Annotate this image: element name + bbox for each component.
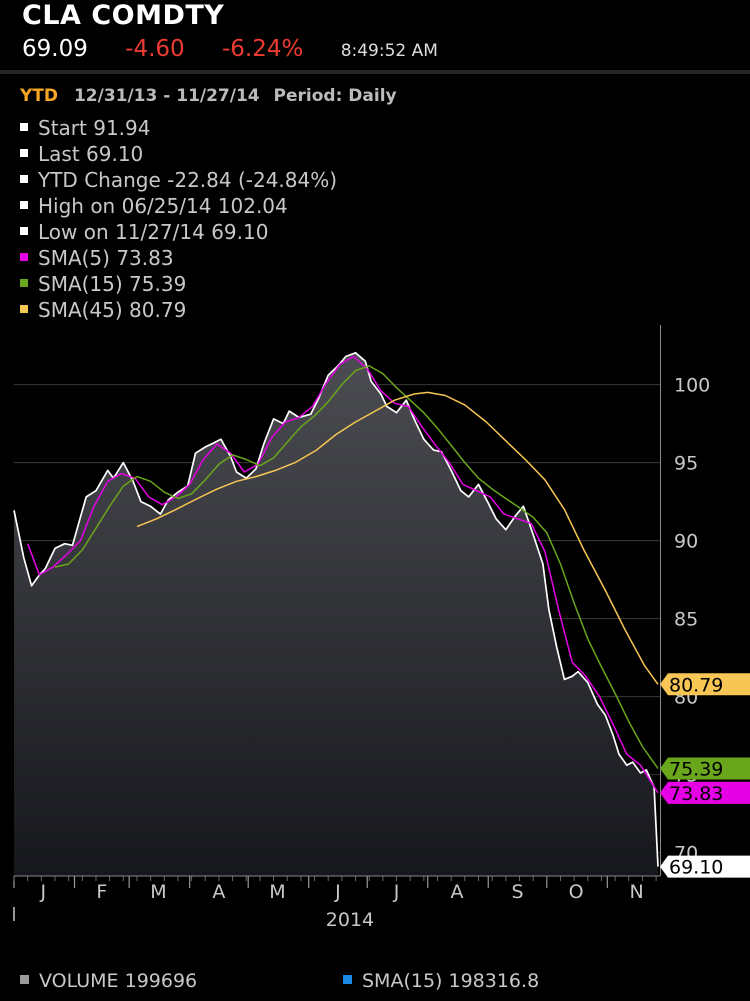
- price-tag: 75.39: [660, 757, 750, 781]
- range-button[interactable]: YTD: [20, 86, 59, 106]
- volume-sma-swatch: [343, 975, 352, 984]
- price-tag-label: 73.83: [669, 783, 723, 805]
- legend-low: Low on 11/27/14 69.10: [20, 219, 337, 245]
- month-label: J: [39, 881, 46, 903]
- volume-sma-label: SMA(15) 198316.8: [362, 970, 540, 992]
- net-change: -4.60: [125, 36, 185, 62]
- legend-label: Last 69.10: [38, 142, 144, 166]
- legend-label: SMA(45) 80.79: [38, 298, 187, 322]
- legend-label: YTD Change -22.84 (-24.84%): [38, 168, 338, 192]
- legend-label: SMA(5) 73.83: [38, 246, 174, 270]
- price-tag: 69.10: [660, 855, 750, 879]
- price-area-fill: [14, 352, 658, 876]
- chart-legend: Start 91.94 Last 69.10 YTD Change -22.84…: [20, 115, 337, 323]
- month-label: F: [96, 881, 107, 903]
- y-tick-label: 95: [674, 453, 698, 475]
- month-label: A: [451, 881, 464, 903]
- legend-last: Last 69.10: [20, 141, 337, 167]
- month-label: M: [269, 881, 285, 903]
- legend-sma45: SMA(45) 80.79: [20, 297, 337, 323]
- legend-swatch: [20, 123, 28, 131]
- last-price: 69.09: [22, 36, 88, 62]
- year-label: 2014: [326, 909, 374, 931]
- legend-swatch: [20, 201, 28, 209]
- period-label: Period: Daily: [273, 86, 397, 106]
- month-label: A: [212, 881, 225, 903]
- legend-swatch: [20, 305, 28, 313]
- legend-label: Start 91.94: [38, 116, 151, 140]
- quote-time: 8:49:52 AM: [340, 41, 438, 61]
- series-line-sma-45: [136, 391, 659, 685]
- legend-high: High on 06/25/14 102.04: [20, 193, 337, 219]
- legend-swatch: [20, 253, 28, 261]
- legend-ytd-change: YTD Change -22.84 (-24.84%): [20, 167, 337, 193]
- legend-sma15: SMA(15) 75.39: [20, 271, 337, 297]
- legend-label: High on 06/25/14 102.04: [38, 194, 288, 218]
- percent-change: -6.24%: [222, 36, 304, 62]
- volume-legend: VOLUME 199696: [20, 970, 197, 992]
- month-label: O: [569, 881, 584, 903]
- price-tag-bg: [660, 855, 750, 878]
- month-label: M: [150, 881, 166, 903]
- y-tick-label: 85: [674, 609, 698, 631]
- price-tag-bg: [660, 673, 750, 696]
- legend-label: SMA(15) 75.39: [38, 272, 187, 296]
- price-chart[interactable]: 707580859095100JFMAMJJASON2014 80.7975.3…: [0, 320, 750, 960]
- y-tick-label: 100: [674, 375, 710, 397]
- legend-label: Low on 11/27/14 69.10: [38, 220, 269, 244]
- legend-swatch: [20, 227, 28, 235]
- series-line-sma-15: [54, 365, 659, 769]
- month-label: N: [629, 881, 643, 903]
- month-label: S: [511, 881, 523, 903]
- month-label: J: [393, 881, 400, 903]
- legend-swatch: [20, 149, 28, 157]
- header-divider: [0, 70, 750, 74]
- price-tag-bg: [660, 757, 750, 780]
- series-line-price: [13, 351, 659, 867]
- volume-sma-legend: SMA(15) 198316.8: [343, 970, 539, 992]
- price-tag-label: 69.10: [669, 857, 723, 879]
- price-tag: 73.83: [660, 781, 750, 805]
- price-tag-label: 75.39: [669, 759, 723, 781]
- y-tick-label: 90: [674, 531, 698, 553]
- date-range: 12/31/13 - 11/27/14: [73, 86, 260, 106]
- series-line-sma-5: [26, 355, 659, 794]
- price-tag-bg: [660, 781, 750, 804]
- volume-label: VOLUME 199696: [39, 970, 198, 992]
- price-tag-label: 80.79: [669, 674, 723, 696]
- legend-swatch: [20, 279, 28, 287]
- legend-sma5: SMA(5) 73.83: [20, 245, 337, 271]
- legend-swatch: [20, 175, 28, 183]
- quote-row: 69.09 -4.60 -6.24% 8:49:52 AM: [22, 36, 438, 62]
- range-info: YTD 12/31/13 - 11/27/14 Period: Daily: [20, 86, 397, 106]
- ticker-title: CLA COMDTY: [22, 0, 225, 31]
- legend-start: Start 91.94: [20, 115, 337, 141]
- month-label: J: [334, 881, 341, 903]
- price-tag: 80.79: [660, 673, 750, 696]
- series-layer: [13, 351, 659, 867]
- volume-swatch: [20, 975, 29, 984]
